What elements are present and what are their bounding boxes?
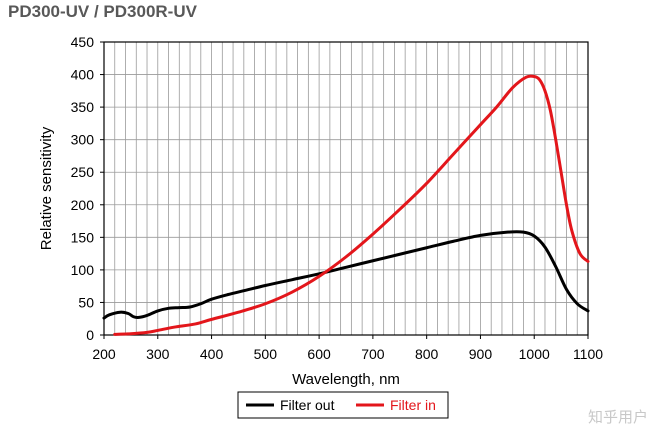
x-axis-label: Wavelength, nm	[292, 371, 400, 388]
y-tick-label: 100	[71, 262, 95, 278]
y-tick-label: 400	[71, 67, 95, 83]
watermark-text: 知乎用户	[587, 409, 648, 426]
y-tick-label: 150	[71, 229, 95, 245]
x-tick-label: 800	[415, 346, 439, 362]
series-line-filter-in	[113, 74, 590, 336]
chart-title: PD300-UV / PD300R-UV	[8, 2, 197, 21]
series-line-filter-out	[102, 230, 590, 320]
x-tick-label: 200	[92, 346, 116, 362]
y-tick-label: 0	[86, 327, 94, 343]
legend-label-filter-in: Filter in	[390, 397, 436, 413]
y-tick-label: 350	[71, 99, 95, 115]
plot-frame	[103, 41, 589, 336]
x-tick-label: 600	[307, 346, 331, 362]
x-tick-label: 500	[254, 346, 278, 362]
x-tick-label: 1000	[519, 346, 550, 362]
legend-label-filter-out: Filter out	[280, 397, 335, 413]
y-tick-label: 250	[71, 164, 95, 180]
y-tick-label: 300	[71, 132, 95, 148]
y-tick-label: 200	[71, 197, 95, 213]
y-tick-label: 50	[78, 294, 94, 310]
y-axis-label: Relative sensitivity	[38, 126, 55, 250]
x-tick-label: 1100	[573, 346, 603, 362]
x-tick-label: 400	[200, 346, 224, 362]
x-tick-label: 900	[469, 346, 493, 362]
x-tick-label: 300	[146, 346, 170, 362]
x-tick-label: 700	[361, 346, 385, 362]
y-tick-label: 450	[71, 34, 95, 50]
